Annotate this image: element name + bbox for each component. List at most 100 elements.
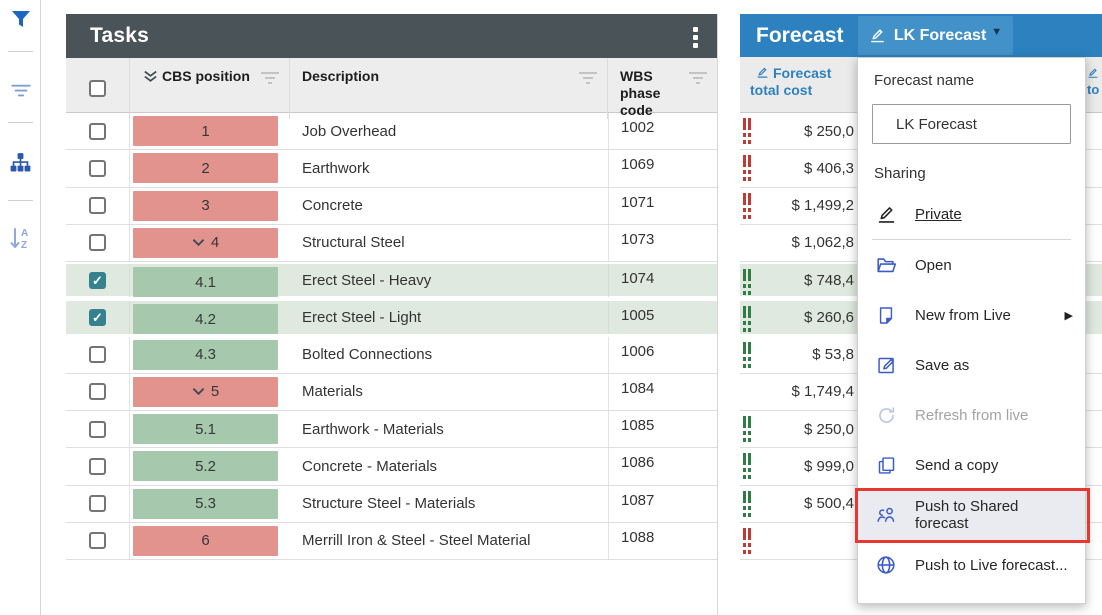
row-checkbox[interactable] [89,420,106,438]
wbs-phase-code-cell[interactable]: 1088 [608,522,717,559]
cbs-position-badge[interactable]: 4.1 [133,267,278,297]
description-cell[interactable]: Materials [302,383,363,401]
description-cell[interactable]: Concrete [302,197,363,215]
next-column-cell-partial [1087,150,1102,186]
wbs-phase-code-cell[interactable]: 1074 [608,264,717,297]
cbs-column-header[interactable]: CBS position [130,58,290,119]
wbs-phase-code-cell[interactable]: 1071 [608,187,717,224]
wbs-phase-code-cell[interactable]: 1085 [608,411,717,448]
task-row: 2 Earthwork 1069 [66,150,717,188]
menu-item-send-a-copy[interactable]: Send a copy [858,440,1085,490]
cbs-position-badge[interactable]: 5.2 [133,451,278,482]
wbs-phase-code-cell[interactable]: 1002 [608,113,717,150]
wbs-phase-code-cell[interactable]: 1006 [608,336,717,373]
description-column-header[interactable]: Description [290,58,608,119]
cbs-position-badge[interactable]: 4 [133,227,278,258]
cbs-position-badge[interactable]: 6 [133,525,278,556]
wbs-phase-code-cell[interactable]: 1086 [608,448,717,485]
filter-lines-icon[interactable] [0,77,41,103]
forecast-total-cost-cell[interactable]: $ 500,4 [740,486,857,522]
forecast-total-cost-cell[interactable]: $ 1,062,8 [791,234,854,252]
description-cell[interactable]: Merrill Iron & Steel - Steel Material [302,532,531,550]
forecast-total-cost-cell[interactable]: $ 250,0 [740,113,857,149]
cbs-position-badge[interactable]: 3 [133,190,278,221]
row-checkbox[interactable] [89,159,106,177]
wbs-phase-code-cell[interactable]: 1005 [608,301,717,335]
cbs-position-value: 4.1 [195,273,216,291]
cbs-position-badge[interactable]: 2 [133,153,278,184]
forecast-dropdown-menu: Forecast name Sharing Private Open New fro… [855,57,1090,604]
forecast-total-cost-cell[interactable]: $ 1,499,2 [740,188,857,224]
people-icon [874,505,898,526]
cbs-position-badge[interactable]: 5 [133,376,278,407]
row-checkbox[interactable] [89,457,106,475]
menu-item-save-as[interactable]: Save as [858,340,1085,390]
forecast-total-cost-cell[interactable]: $ 1,749,4 [791,383,854,401]
row-checkbox[interactable] [89,122,106,140]
description-cell[interactable]: Concrete - Materials [302,457,438,475]
cbs-position-cell: 4.3 [130,337,290,373]
task-row: 5.3 Structure Steel - Materials 1087 [66,485,717,523]
cbs-position-cell: 5.3 [130,486,290,522]
row-checkbox[interactable] [89,234,106,252]
description-cell[interactable]: Structure Steel - Materials [302,495,476,513]
filter-icon[interactable] [259,70,281,86]
select-all-checkbox[interactable] [89,80,106,97]
description-cell[interactable]: Structural Steel [302,234,405,252]
forecast-total-cost-header[interactable]: Forecast total cost [750,65,832,98]
menu-item-private[interactable]: Private [858,189,1085,239]
row-checkbox[interactable] [89,346,106,364]
description-cell[interactable]: Earthwork - Materials [302,420,444,438]
description-cell[interactable]: Earthwork [302,159,370,177]
menu-item-push-to-live-forecast[interactable]: Push to Live forecast... [858,540,1085,590]
wbs-phase-code-cell[interactable]: 1087 [608,485,717,522]
cbs-position-cell: 1 [130,113,290,149]
menu-item-open[interactable]: Open [858,240,1085,290]
forecast-total-cost-cell[interactable]: $ 748,4 [740,264,857,296]
row-checkbox[interactable] [89,383,106,401]
forecast-total-cost-cell[interactable]: $ 260,6 [740,301,857,333]
forecast-total-cost-cell[interactable]: $ 53,8 [740,337,857,373]
forecast-total-cost-cell[interactable]: $ 999,0 [740,448,857,484]
row-checkbox[interactable] [89,495,106,513]
red-change-indicator-icon [743,155,752,182]
forecast-selector-button[interactable]: LK Forecast ▼ [858,16,1013,55]
globe-icon [874,554,898,576]
red-change-indicator-icon [743,192,752,219]
filter-icon[interactable] [687,70,709,86]
row-checkbox-checked[interactable]: ✓ [89,309,106,327]
row-checkbox[interactable] [89,197,106,215]
cbs-position-badge[interactable]: 4.2 [133,304,278,335]
collapse-all-icon[interactable] [142,69,159,84]
wbs-phase-code-cell[interactable]: 1073 [608,224,717,261]
menu-item-new-from-live[interactable]: New from Live ▶ [858,290,1085,340]
row-checkbox[interactable] [89,532,106,550]
description-cell[interactable]: Erect Steel - Light [302,309,422,327]
menu-item-push-to-shared-forecast[interactable]: Push to Shared forecast [855,488,1090,543]
wbs-column-header[interactable]: WBS phase code [608,58,717,119]
chevron-down-icon[interactable] [192,238,205,247]
forecast-total-cost-cell[interactable]: $ 250,0 [740,411,857,447]
filter-icon[interactable] [577,70,599,86]
tasks-kebab-menu-icon[interactable] [683,24,707,50]
wbs-phase-code-cell[interactable]: 1069 [608,150,717,187]
wbs-phase-code-cell[interactable]: 1084 [608,373,717,410]
forecast-total-cost-cell[interactable] [740,523,857,559]
cbs-position-badge[interactable]: 4.3 [133,339,278,370]
cbs-position-badge[interactable]: 5.3 [133,488,278,519]
green-change-indicator-icon [743,306,752,333]
row-checkbox-checked[interactable]: ✓ [89,272,106,289]
description-cell[interactable]: Job Overhead [302,122,397,140]
forecast-name-input[interactable] [872,104,1071,144]
cbs-position-badge[interactable]: 5.1 [133,414,278,444]
chevron-down-icon[interactable] [192,387,205,396]
filter-funnel-icon[interactable] [0,7,41,31]
cbs-position-badge[interactable]: 1 [133,116,278,146]
forecast-total-cost-cell[interactable]: $ 406,3 [740,150,857,186]
description-cell[interactable]: Erect Steel - Heavy [302,272,432,289]
hierarchy-icon[interactable] [0,150,41,175]
description-cell[interactable]: Bolted Connections [302,346,433,364]
forecast-selector-label: LK Forecast [893,26,987,44]
